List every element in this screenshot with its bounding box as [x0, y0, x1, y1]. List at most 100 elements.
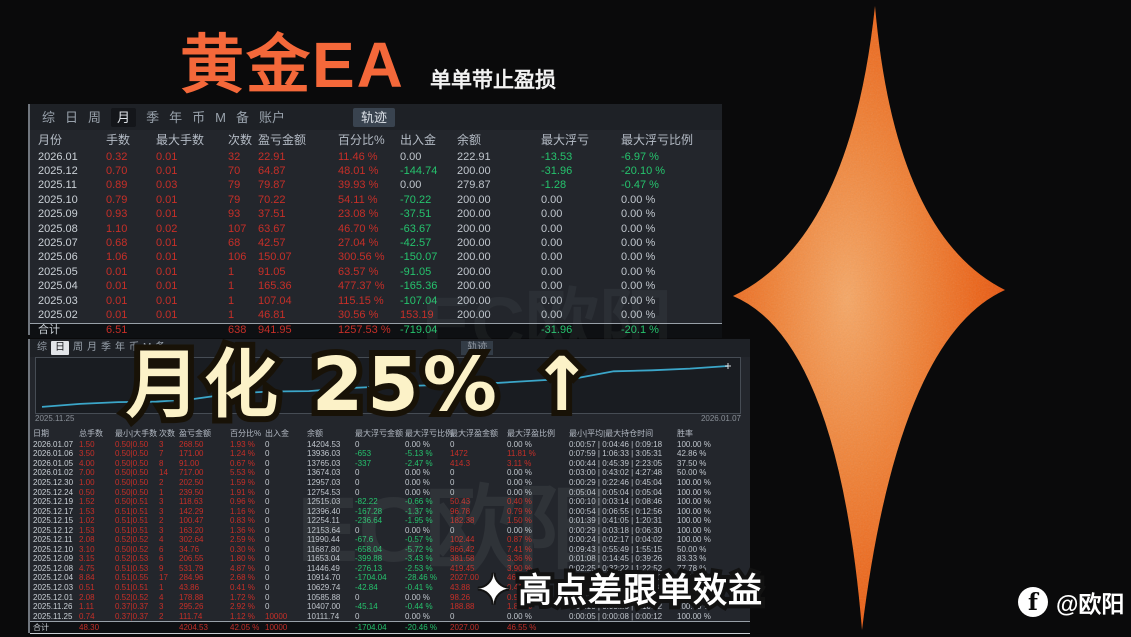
column-header: 百分比% [230, 428, 262, 438]
cell: 7.41 % [507, 544, 532, 554]
cell: 1 [228, 294, 235, 307]
cell: 0.01 [156, 265, 178, 278]
cell: 941.95 [258, 324, 292, 337]
cell: 合计 [33, 622, 49, 632]
cell: 0.51|0.51 [115, 516, 149, 526]
cell: 2025.12.10 [33, 544, 74, 554]
cell: 100.00 % [677, 582, 711, 592]
cell: -167.28 [355, 506, 383, 516]
page-subtitle: 单单带止盈损 [430, 69, 556, 92]
cell: 79.87 [258, 179, 286, 192]
tab-周[interactable]: 周 [88, 109, 102, 125]
cell: -42.84 [355, 582, 378, 592]
cell: 1.11 [79, 602, 94, 612]
cell: 0.03 [156, 179, 178, 192]
table-row: 2025.12 0.70 0.01 70 64.87 48.01 % -144.74 200.… [30, 164, 722, 178]
cell: 0.01 [156, 280, 178, 293]
cell: -653 [355, 449, 372, 459]
cell: 150.07 [258, 251, 292, 264]
cell: 866.42 [450, 544, 475, 554]
cell: 79 [228, 193, 241, 206]
tab-币[interactable]: 币 [129, 342, 139, 353]
table-row: 2025.12.12 1.53 0.51|0.51 3 163.20 1.36 % 0 121… [30, 526, 750, 536]
cell: 0.50|0.52 [115, 544, 149, 554]
cell: 37.51 [258, 208, 286, 221]
cell: 6 [159, 554, 164, 564]
tab-trace[interactable]: 轨迹 [461, 341, 494, 355]
cell: 0.00 [400, 179, 422, 192]
tab-周[interactable]: 周 [73, 342, 83, 353]
daily-table-header: 日期 总手数 最小|大手数 次数 盈亏金额 百分比% 出入金 余额 最大浮亏金额 最大浮亏比例 最大… [30, 427, 750, 440]
cell: 77.78 % [677, 563, 707, 573]
facebook-icon: f [1018, 587, 1048, 617]
tab-季[interactable]: 季 [101, 342, 111, 353]
cell: 717.00 [179, 468, 204, 478]
cell: 284.96 [179, 573, 204, 583]
cell: 100.00 % [677, 602, 711, 612]
tab-备[interactable]: 备 [155, 342, 166, 353]
tab-备[interactable]: 备 [235, 109, 249, 125]
table-row: 2025.10 0.79 0.01 79 70.22 54.11 % -70.22 200.0… [30, 193, 722, 207]
equity-line [41, 365, 729, 408]
cell: 0 [355, 487, 360, 497]
cell: 0.00 % [405, 487, 430, 497]
cell: 381.58 [450, 554, 475, 564]
tab-账户[interactable]: 账户 [258, 109, 285, 125]
cell: 0:00:48 | 0:02:16 | 0:04:30 [569, 592, 663, 602]
cell: 200.00 [457, 294, 491, 307]
cell: 2025.02 [38, 308, 78, 321]
tab-年[interactable]: 年 [115, 342, 125, 353]
tab-M[interactable]: M [143, 342, 152, 353]
cell: 0.51|0.53 [115, 563, 149, 573]
cell: 2025.12.03 [33, 582, 74, 592]
cell: 0 [265, 516, 270, 526]
tab-月[interactable]: 月 [111, 107, 137, 127]
tab-日[interactable]: 日 [65, 109, 79, 125]
cell: 10629.74 [307, 582, 341, 592]
cell: 0 [265, 573, 270, 583]
tab-日[interactable]: 日 [51, 341, 69, 355]
x-axis-end-label: 2026.01.07 [700, 414, 741, 423]
cell: -6.97 % [621, 150, 659, 163]
cell: 0.74 [79, 611, 95, 621]
cell: 0.41 % [507, 582, 532, 592]
tab-币[interactable]: 币 [192, 109, 206, 125]
cell: -13.53 [541, 150, 573, 163]
cell: 14204.53 [307, 439, 341, 449]
cell: 419.45 [450, 563, 475, 573]
cell: 50.00 % [677, 544, 707, 554]
tab-月[interactable]: 月 [87, 342, 97, 353]
last-point-marker [725, 362, 731, 369]
cell: 0.00 % [405, 611, 430, 621]
cell: 70 [228, 165, 241, 178]
cell: -1.28 [541, 179, 567, 192]
cell: 0.00 % [405, 592, 430, 602]
cell: 3.90 % [507, 563, 532, 573]
cell: 2026.01 [38, 150, 78, 163]
tab-年[interactable]: 年 [169, 109, 183, 125]
cell: 0:02:25 | 0:32:22 | 1:22:52 [569, 563, 663, 573]
cell: 37.50 % [677, 458, 707, 468]
tab-综[interactable]: 综 [42, 109, 56, 125]
tab-综[interactable]: 综 [37, 342, 47, 353]
table-row: 2025.04 0.01 0.01 1 165.36 477.37 % -165.36 200… [30, 280, 722, 294]
tab-季[interactable]: 季 [146, 109, 160, 125]
table-row: 2026.01.06 3.50 0.50|0.50 7 171.00 1.24 % 0 139… [30, 450, 750, 460]
cell: 100.00 % [677, 525, 711, 535]
cell: 1 [228, 308, 235, 321]
cell: 12254.11 [307, 516, 340, 526]
cell: 1.53 [79, 525, 95, 535]
cell: 0 [450, 487, 455, 497]
cell: -70.22 [400, 193, 432, 206]
tab-trace[interactable]: 轨迹 [352, 107, 395, 127]
cell: 0 [265, 468, 270, 478]
cell: -5.13 % [405, 449, 433, 459]
cell: 239.50 [179, 487, 204, 497]
cell: 2025.05 [38, 265, 78, 278]
cell: 2025.12.12 [33, 525, 74, 535]
tab-M[interactable]: M [215, 109, 226, 125]
cell: 0 [355, 477, 360, 487]
cell: 0.01 [156, 165, 178, 178]
cell: 0.51|0.51 [115, 582, 149, 592]
cell: -45.14 [355, 602, 378, 612]
